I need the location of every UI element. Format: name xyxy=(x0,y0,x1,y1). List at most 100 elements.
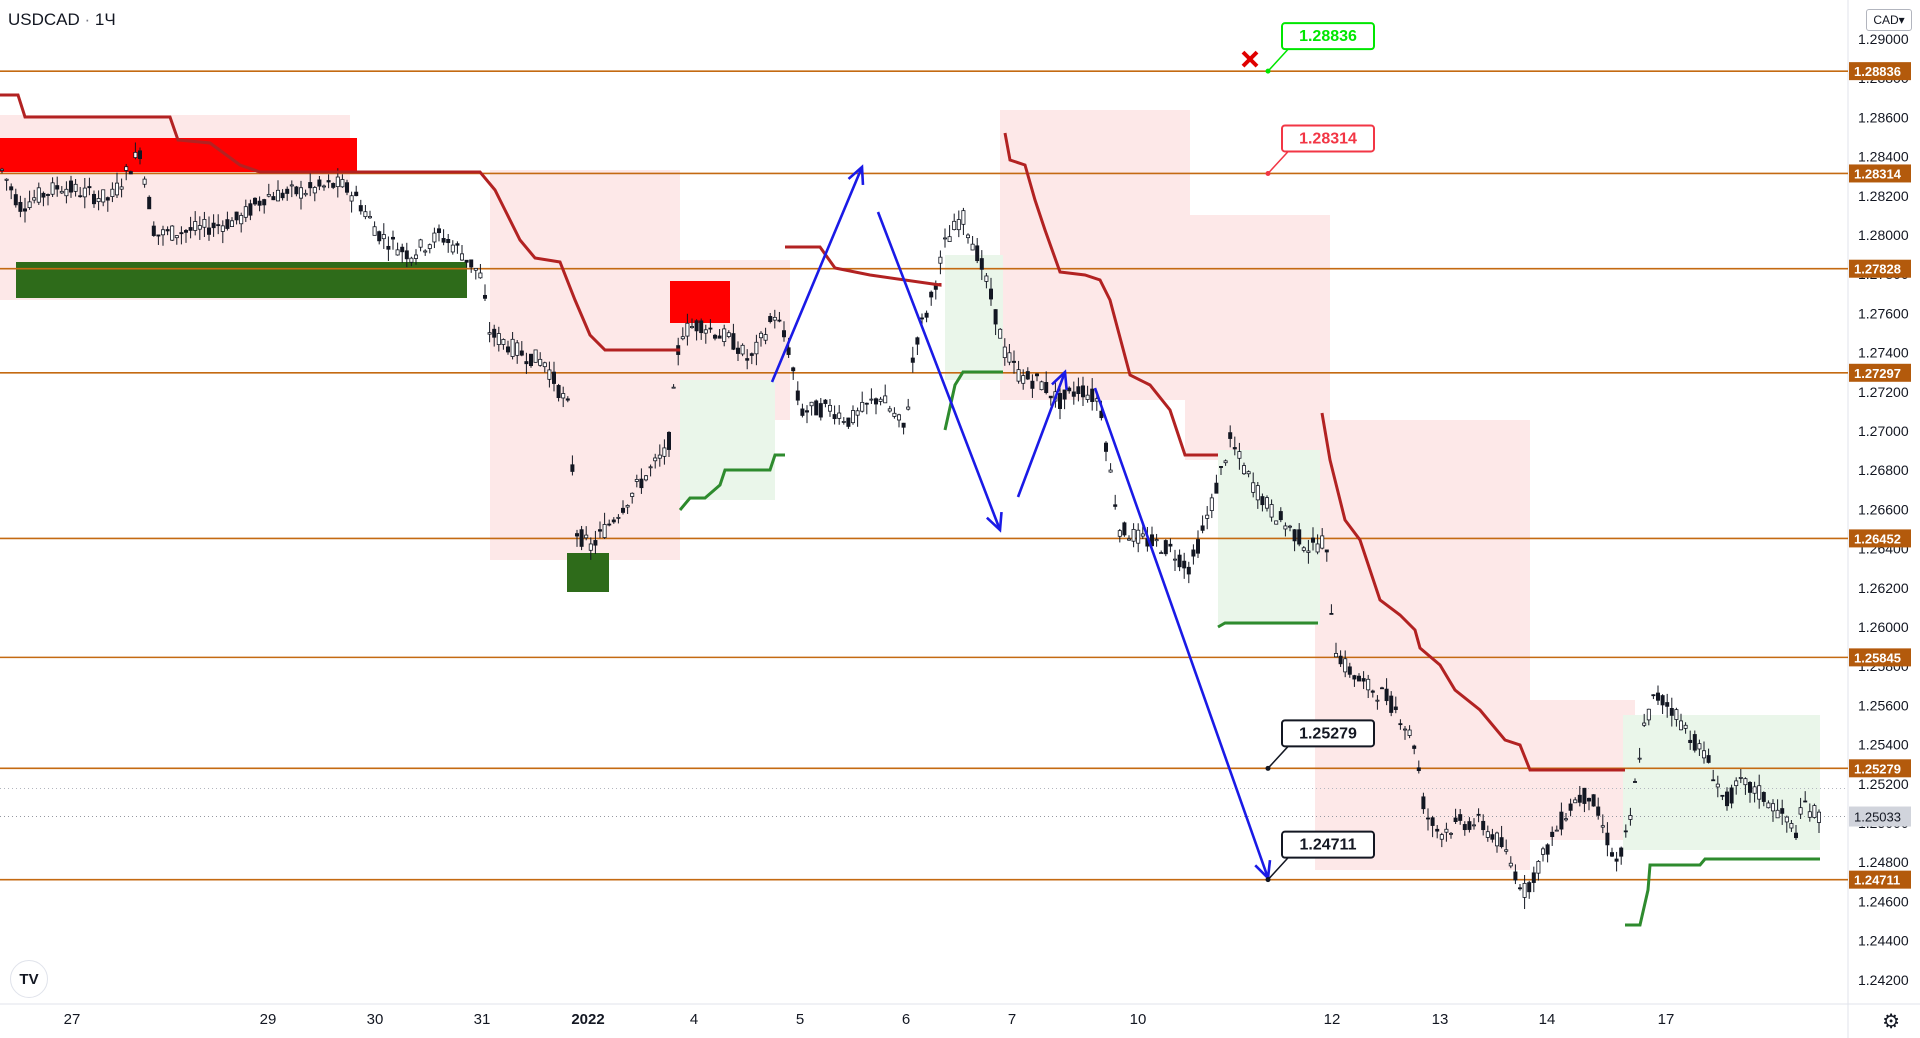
candle-body xyxy=(41,192,46,198)
candle-body xyxy=(1030,380,1035,389)
candle-body xyxy=(156,234,161,237)
candle-body xyxy=(837,412,842,419)
candle-body xyxy=(202,218,207,228)
price-level-label: 1.26452 xyxy=(1854,531,1901,546)
y-tick-label: 1.27400 xyxy=(1858,345,1909,361)
candle-body xyxy=(1757,785,1762,800)
candle-body xyxy=(680,336,685,340)
candle-body xyxy=(1104,442,1109,452)
candle-body xyxy=(782,330,787,338)
candle-body xyxy=(740,344,745,355)
candle-body xyxy=(588,543,593,551)
trailing-stop-red xyxy=(785,245,942,287)
candle-body xyxy=(1536,861,1541,874)
candle-body xyxy=(1370,690,1375,693)
candle-body xyxy=(326,180,331,183)
candle-body xyxy=(685,322,690,337)
candle-body xyxy=(418,239,423,248)
candle-body xyxy=(786,347,791,355)
candle-body xyxy=(708,327,713,330)
candle-body xyxy=(800,408,805,416)
currency-dropdown[interactable]: CAD ▾ xyxy=(1866,9,1912,31)
candle-body xyxy=(1421,796,1426,810)
candle-body xyxy=(386,245,391,250)
candle-body xyxy=(634,479,639,482)
candle-body xyxy=(1573,799,1578,804)
candle-body xyxy=(1140,533,1145,537)
candle-body xyxy=(1794,832,1799,839)
candle-body xyxy=(505,346,510,353)
candle-body xyxy=(616,516,621,519)
candle-body xyxy=(602,524,607,538)
candle-body xyxy=(703,329,708,334)
tradingview-logo-icon[interactable]: TV xyxy=(10,960,48,998)
y-tick-label: 1.26600 xyxy=(1858,501,1909,517)
candle-body xyxy=(1646,708,1651,721)
candle-body xyxy=(211,222,216,229)
x-tick-label: 17 xyxy=(1658,1011,1675,1028)
candle-body xyxy=(1127,538,1132,541)
candle-body xyxy=(464,259,469,263)
candle-body xyxy=(147,196,152,210)
callout-pointer xyxy=(1267,743,1292,769)
candle-body xyxy=(27,201,32,208)
candle-body xyxy=(455,243,460,246)
candle-body xyxy=(1669,708,1674,716)
trend-shade-green xyxy=(945,255,1003,380)
candle-body xyxy=(1016,369,1021,382)
y-tick-label: 1.27200 xyxy=(1858,384,1909,400)
candle-body xyxy=(929,291,934,298)
candle-body xyxy=(1564,818,1569,821)
candle-body xyxy=(312,187,317,194)
candle-body xyxy=(501,339,506,345)
close-icon xyxy=(1241,50,1259,68)
candle-body xyxy=(1702,750,1707,759)
candle-body xyxy=(1591,794,1596,807)
candle-body xyxy=(1039,381,1044,391)
trend-shade-red xyxy=(1315,420,1530,870)
candle-body xyxy=(275,189,280,202)
gear-icon[interactable]: ⚙ xyxy=(1882,1011,1900,1033)
candle-body xyxy=(607,523,612,526)
candle-body xyxy=(556,385,561,399)
candle-body xyxy=(432,232,437,243)
candle-body xyxy=(795,390,800,401)
candle-body xyxy=(1660,695,1665,706)
candle-body xyxy=(1715,783,1720,788)
candle-body xyxy=(9,186,14,191)
x-tick-label: 31 xyxy=(474,1011,491,1028)
candle-body xyxy=(1113,504,1118,507)
arrowhead-icon xyxy=(847,164,865,186)
x-tick-label: 13 xyxy=(1432,1011,1449,1028)
candle-body xyxy=(956,219,961,231)
candle-body xyxy=(133,151,138,158)
x-tick-label: 7 xyxy=(1008,1011,1016,1028)
candle-body xyxy=(639,478,644,489)
candle-body xyxy=(1458,814,1463,821)
candle-body xyxy=(1426,817,1431,820)
candle-body xyxy=(1301,547,1306,551)
candle-body xyxy=(1393,706,1398,710)
candle-body xyxy=(1173,558,1178,561)
candle-body xyxy=(901,422,906,428)
candle-body xyxy=(160,229,165,236)
candle-body xyxy=(754,341,759,355)
x-tick-label: 10 xyxy=(1130,1011,1147,1028)
y-tick-label: 1.24600 xyxy=(1858,893,1909,909)
candle-body xyxy=(1090,388,1095,402)
candle-body xyxy=(170,225,175,241)
candle-body xyxy=(289,184,294,187)
candle-body xyxy=(1191,549,1196,557)
candle-body xyxy=(400,246,405,253)
candle-body xyxy=(413,254,418,259)
candle-body xyxy=(1311,537,1316,543)
candle-body xyxy=(340,179,345,188)
symbol-title[interactable]: USDCAD · 1Ч xyxy=(8,10,116,29)
candle-body xyxy=(1389,695,1394,713)
candle-body xyxy=(0,168,4,171)
candle-body xyxy=(538,358,543,366)
candle-body xyxy=(450,244,455,253)
candle-body xyxy=(280,192,285,199)
candle-body xyxy=(1817,811,1822,823)
